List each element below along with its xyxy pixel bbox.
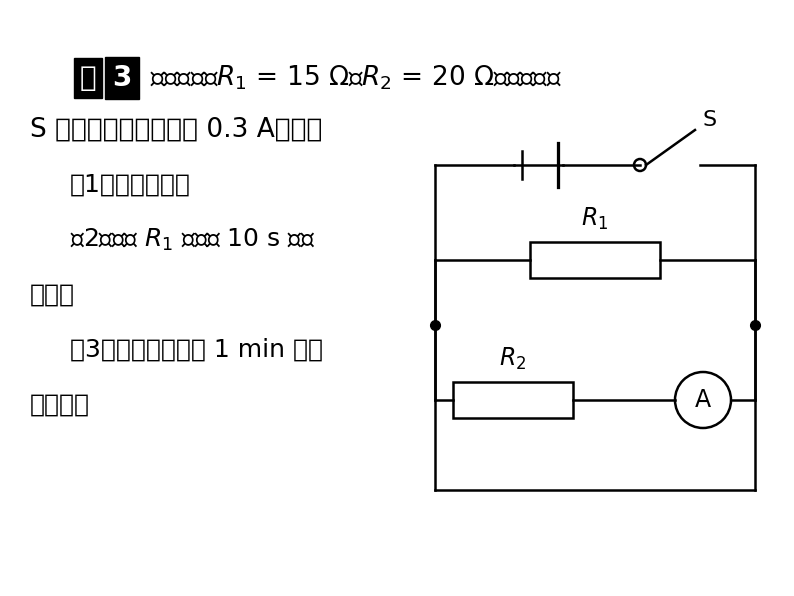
Text: S: S (703, 110, 717, 130)
Text: 例: 例 (79, 64, 96, 92)
Text: A: A (695, 388, 711, 412)
Text: 的功；: 的功； (30, 283, 75, 307)
Text: （1）电源电压；: （1）电源电压； (70, 173, 191, 197)
Text: 3: 3 (112, 64, 132, 92)
Text: （3）整个电路工作 1 min 消耗: （3）整个电路工作 1 min 消耗 (70, 338, 323, 362)
Text: 的电能。: 的电能。 (30, 393, 90, 417)
Bar (453, 382, 573, 418)
Circle shape (634, 159, 646, 171)
Text: S 后，电流表的示数为 0.3 A。求：: S 后，电流表的示数为 0.3 A。求： (30, 117, 322, 143)
Text: （2）通过 $R_1$ 的电流 10 s 所做: （2）通过 $R_1$ 的电流 10 s 所做 (70, 227, 315, 253)
Text: $R_1$: $R_1$ (581, 206, 609, 232)
Text: $R_2$: $R_2$ (499, 346, 526, 372)
Bar (530, 242, 660, 278)
Text: 如图所示，$R_1$ = 15 Ω，$R_2$ = 20 Ω，闭合开关: 如图所示，$R_1$ = 15 Ω，$R_2$ = 20 Ω，闭合开关 (150, 64, 562, 92)
Circle shape (675, 372, 731, 428)
